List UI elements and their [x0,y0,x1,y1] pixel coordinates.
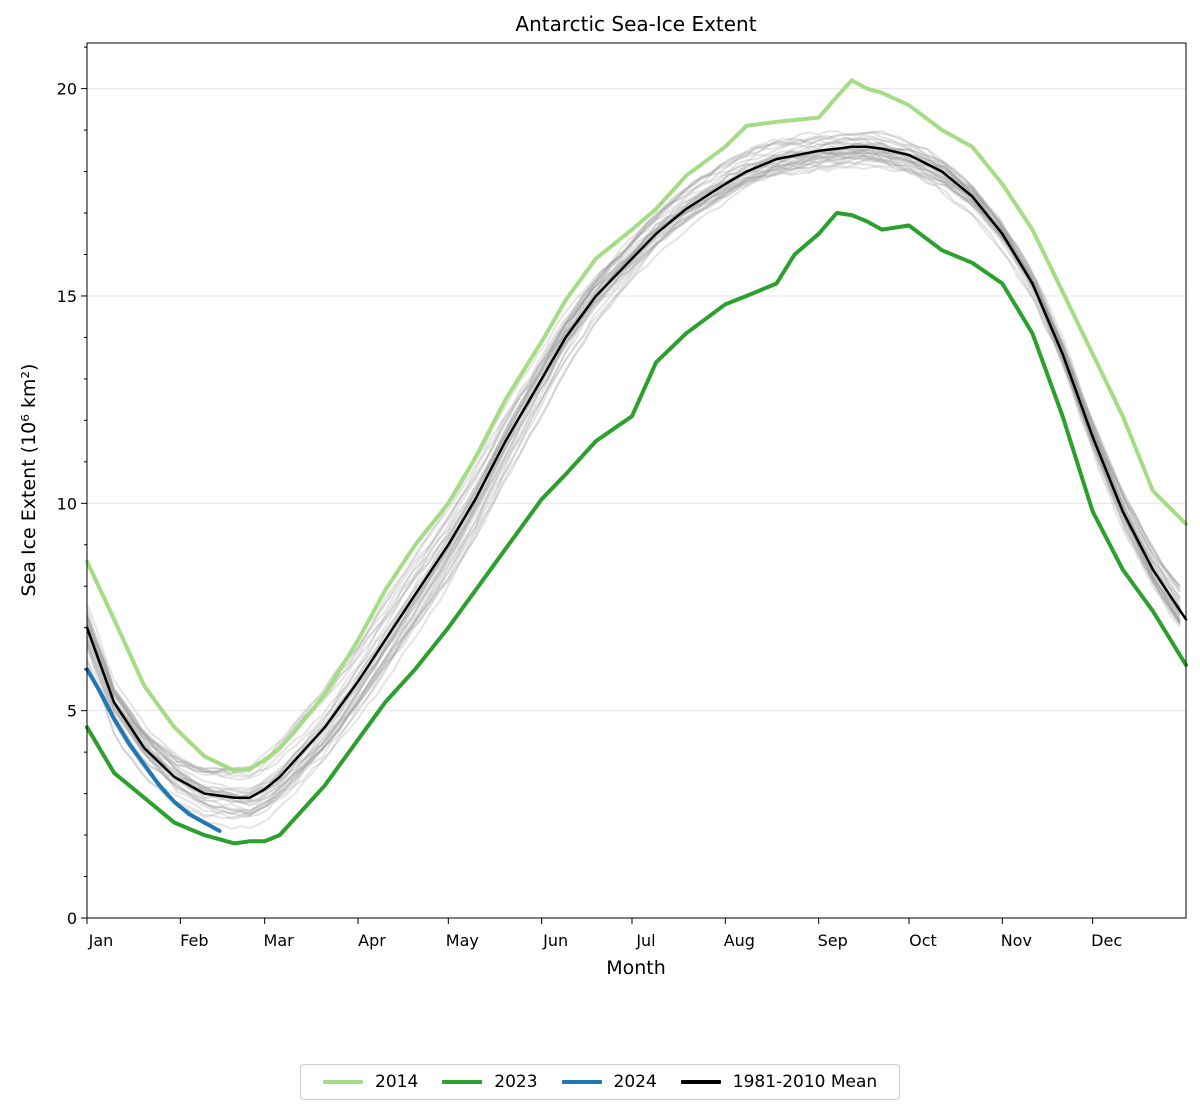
axis-layer: 0 5 10 15 20 Jan Feb Mar Apr May Jun Jul Aug Sep Oct No… [57,46,1122,950]
historical-year-line [86,151,1181,820]
historical-year-line [86,150,1181,817]
historical-year-line [86,148,1181,817]
y-tick-label: 15 [57,287,77,306]
legend-item-2024: 2024 [561,1072,657,1092]
plot-frame [86,42,1187,919]
historical-year-line [86,149,1181,791]
series-line-2014 [85,78,1188,773]
series-line-2023 [85,211,1188,846]
historical-year-line [86,153,1181,797]
x-axis-label: Month [606,957,666,979]
historical-year-line [86,149,1181,812]
x-tick-label: Jul [635,931,655,950]
legend-label: 1981-2010 Mean [732,1072,878,1092]
x-tick-label: Jun [542,931,568,950]
legend-label: 2023 [494,1072,538,1092]
historical-year-line [86,138,1181,776]
historical-year-line [86,144,1181,792]
x-tick-label: Dec [1091,931,1122,950]
historical-year-line [86,137,1181,804]
historical-year-line [86,135,1181,774]
historical-year-line [86,149,1181,802]
grid-layer [87,88,1186,712]
historical-year-line [86,141,1181,812]
legend-label: 2024 [613,1072,657,1092]
historical-year-line [86,157,1181,804]
legend-item-2023: 2023 [442,1072,538,1092]
series-line-2024 [85,667,222,833]
chart-legend: 2014 2023 2024 1981-2010 Mean [300,1064,901,1100]
historical-year-line [86,145,1181,831]
x-tick-label: Oct [909,931,937,950]
series-layer [85,78,1188,846]
y-tick-label: 20 [57,80,77,99]
legend-swatch [323,1080,363,1084]
legend-item-mean: 1981-2010 Mean [680,1072,878,1092]
x-tick-label: Feb [180,931,208,950]
historical-year-line [86,162,1181,800]
y-tick-label: 10 [57,494,77,513]
y-tick-label: 0 [67,909,77,928]
x-tick-label: Apr [358,931,386,950]
historical-year-line [86,145,1181,801]
x-tick-label: Sep [818,931,848,950]
x-tick-label: Mar [264,931,295,950]
historical-year-line [86,134,1181,794]
legend-swatch [680,1080,721,1084]
historical-year-line [86,134,1181,771]
legend-swatch [561,1080,602,1084]
x-tick-label: Jan [88,931,114,950]
x-tick-label: Aug [724,931,755,950]
x-tick-label: Nov [1001,931,1032,950]
legend-swatch [442,1080,483,1084]
historical-year-line [86,138,1181,774]
historical-year-line [86,155,1181,820]
y-tick-label: 5 [67,702,77,721]
historical-year-line [86,130,1181,778]
historical-years-layer [86,130,1181,831]
chart-title: Antarctic Sea-Ice Extent [515,12,756,36]
historical-year-line [86,152,1181,806]
historical-year-line [86,154,1181,778]
historical-year-line [86,130,1181,798]
legend-label: 2014 [375,1072,419,1092]
historical-year-line [86,157,1181,802]
legend-item-2014: 2014 [323,1072,418,1092]
y-axis-label: Sea Ice Extent (10⁶ km²) [18,364,40,597]
sea-ice-chart: 0 5 10 15 20 Jan Feb Mar Apr May Jun Jul Aug Sep Oct No… [18,12,1188,979]
x-tick-label: May [446,931,479,950]
series-line-1981-2010-mean [85,145,1188,799]
